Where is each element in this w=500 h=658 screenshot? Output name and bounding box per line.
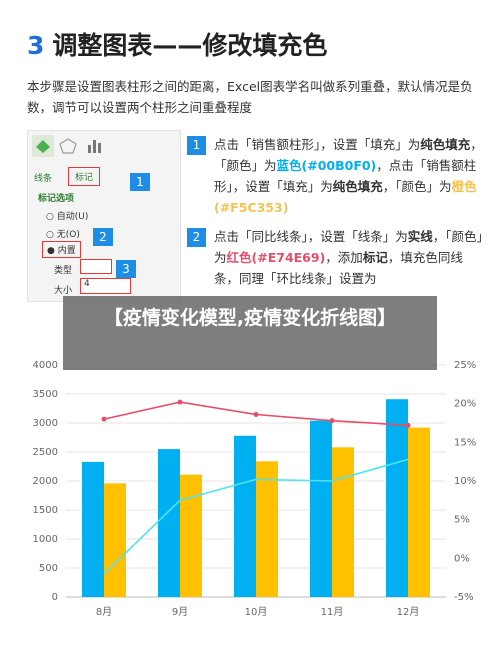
y-tick-label: 1000 (33, 534, 58, 545)
y-tick-label: 2500 (33, 447, 58, 458)
option-label: 无(O) (56, 230, 80, 240)
field-label: 类型 (54, 266, 73, 276)
bar (386, 399, 408, 597)
bar (82, 461, 104, 597)
title-text: 调整图表——修改填充色 (52, 31, 328, 60)
line-marker (177, 399, 183, 405)
y2-tick-label: 15% (454, 437, 476, 448)
radio-option[interactable]: ○ 自动(U) (46, 212, 89, 222)
bar-icon (93, 140, 96, 153)
y-tick-label: 3000 (33, 418, 58, 429)
x-tick-label: 11月 (321, 606, 344, 618)
text-run: ，「颜色」为 (214, 137, 483, 173)
x-tick-label: 10月 (245, 606, 268, 618)
tab[interactable]: 标记 (68, 167, 101, 186)
step-number: 2 (187, 228, 206, 247)
y2-tick-label: 0% (454, 553, 470, 564)
radio-option[interactable]: ○ 无(O) (46, 230, 80, 240)
chart: 0 500 1000 1500 2000 2500 3000 3500 4000 -5% 0% 5% 1… (33, 360, 477, 618)
tab[interactable]: 线条 (34, 174, 53, 184)
y2-tick-label: 25% (454, 360, 476, 371)
radio-option[interactable]: ● 内置 (42, 241, 81, 258)
text-run: 实线 (407, 229, 433, 244)
line-marker (101, 416, 107, 422)
field-label: 大小 (54, 286, 73, 296)
line-marker (329, 418, 335, 424)
shape-icon (59, 138, 77, 154)
line-marker (253, 411, 259, 417)
y-tick-label: 500 (39, 563, 58, 574)
type-select[interactable] (80, 259, 112, 274)
format-panel: 线条 标记 1 标记选项 ○ 自动(U) ○ 无(O) ● 内置 2 类型 3 … (27, 130, 181, 302)
step-text: 点击「销售额柱形」，设置「填充」为纯色填充，「颜色」为蓝色(#00B0F0)，点… (214, 134, 487, 218)
text-run: 红色(#E74E69) (226, 250, 326, 265)
text-run: 橙色(#F5C353) (214, 179, 477, 215)
text-run: ，点击「销售额柱形」，设置「填充」为 (214, 158, 477, 194)
callout: 3 (116, 260, 136, 278)
bar (180, 474, 202, 597)
callout: 1 (130, 173, 150, 191)
banner: 【疫情变化模型,疫情变化折线图】 (63, 296, 437, 370)
text-run: 纯色填充 (420, 137, 471, 152)
step: 2 点击「同比线条」，设置「线条」为实线，「颜色」为红色(#E74E69)，添加标… (187, 226, 487, 289)
y2-tick-label: 5% (454, 515, 470, 526)
text-run: ，「颜色」为 (382, 179, 452, 194)
section-header: 标记选项 (38, 194, 75, 204)
y2-tick-label: -5% (454, 592, 473, 603)
y2-tick-label: 20% (454, 399, 476, 410)
bar (234, 435, 256, 597)
y-tick-label: 4000 (33, 360, 58, 371)
bar (408, 427, 430, 597)
x-tick-label: 8月 (96, 606, 112, 618)
title: 3 调整图表——修改填充色 (27, 26, 327, 62)
y-tick-label: 1500 (33, 505, 58, 516)
x-tick-label: 12月 (397, 606, 420, 618)
text-run: ，「颜色」为 (214, 229, 483, 265)
callout: 2 (93, 228, 113, 246)
y2-tick-label: 10% (454, 476, 476, 487)
text-run: 蓝色(#00B0F0) (276, 158, 377, 173)
step-text: 点击「同比线条」，设置「线条」为实线，「颜色」为红色(#E74E69)，添加标记… (214, 226, 487, 289)
y-tick-label: 2000 (33, 476, 58, 487)
title-number: 3 (27, 31, 45, 60)
option-label: 内置 (57, 246, 76, 256)
bar (310, 420, 332, 597)
line-marker (405, 422, 411, 428)
bar-icon (88, 145, 91, 153)
bucket-icon (36, 140, 50, 153)
bar (256, 461, 278, 597)
text-run: 点击「销售额柱形」，设置「填充」为 (214, 137, 421, 152)
bar (158, 449, 180, 597)
step-number: 1 (187, 136, 206, 155)
bar (104, 483, 126, 597)
text-run: 标记 (362, 250, 388, 265)
line (103, 458, 409, 575)
panel-icons (32, 135, 101, 157)
size-input[interactable]: 4 (80, 278, 131, 294)
option-label: 自动(U) (56, 212, 89, 222)
x-tick-label: 9月 (172, 606, 188, 618)
y-tick-label: 3500 (33, 389, 58, 400)
bar-icon (98, 143, 101, 153)
text-run: ，添加 (325, 250, 363, 265)
intro: 本步骤是设置图表柱形之间的距离，Excel图表学名叫做系列重叠，默认情况是负数，… (27, 79, 473, 115)
step: 1 点击「销售额柱形」，设置「填充」为纯色填充，「颜色」为蓝色(#00B0F0)，… (187, 134, 487, 218)
text-run: 纯色填充 (332, 179, 383, 194)
text-run: ，填充色同线条，同理「环比线条」设置为 (214, 250, 463, 286)
y-tick-label: 0 (52, 592, 58, 603)
text-run: 点击「同比线条」，设置「线条」为 (214, 229, 408, 244)
bar (332, 447, 354, 597)
